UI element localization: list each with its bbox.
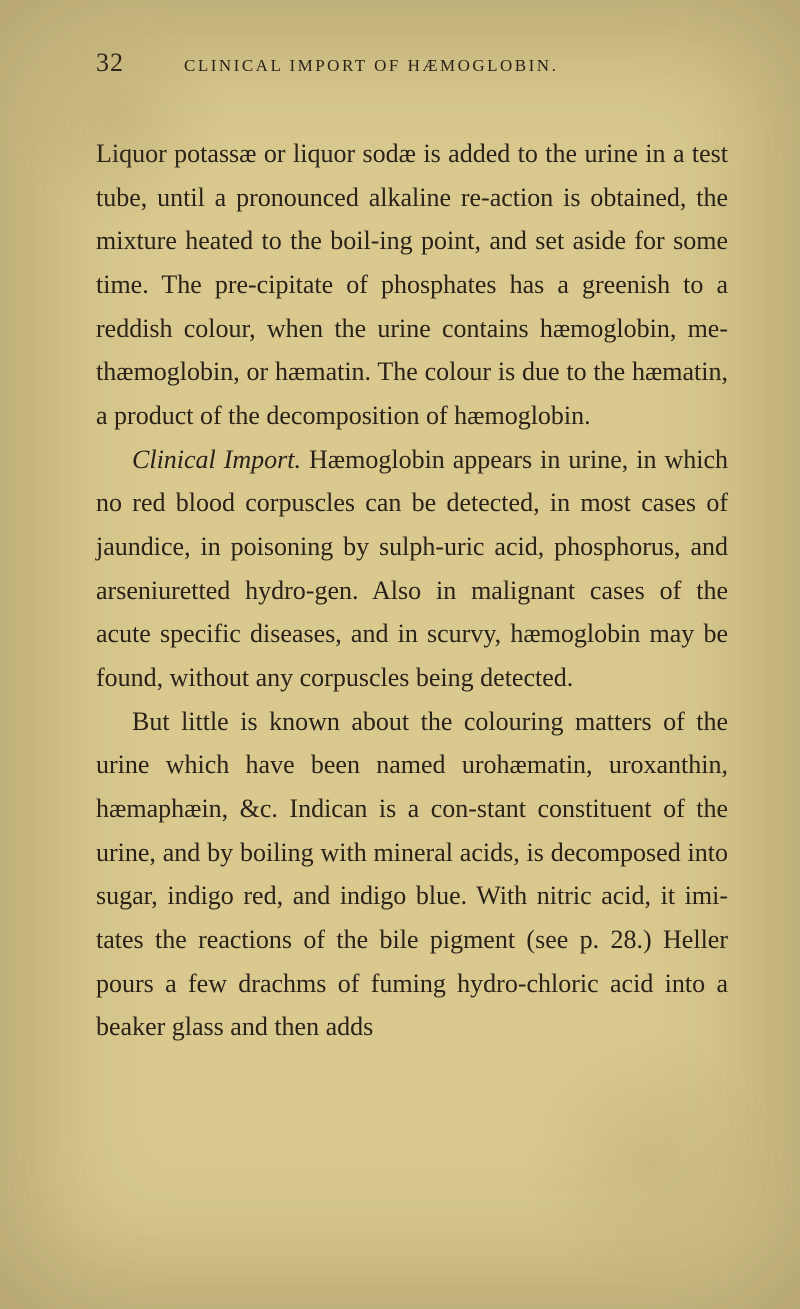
paragraph-2-lead: Clinical Import. [132, 445, 301, 474]
paragraph-1: Liquor potassæ or liquor sodæ is added t… [96, 132, 728, 438]
paragraph-3: But little is known about the colouring … [96, 700, 728, 1049]
body-text: Liquor potassæ or liquor sodæ is added t… [96, 132, 728, 1049]
page-header: 32 CLINICAL IMPORT OF HÆMOGLOBIN. [96, 48, 728, 78]
page-number: 32 [96, 48, 124, 78]
paragraph-2-rest: Hæmoglobin appears in urine, in which no… [96, 445, 728, 692]
paragraph-2: Clinical Import. Hæmoglobin appears in u… [96, 438, 728, 700]
running-title: CLINICAL IMPORT OF HÆMOGLOBIN. [184, 56, 558, 76]
page-container: 32 CLINICAL IMPORT OF HÆMOGLOBIN. Liquor… [0, 0, 800, 1109]
